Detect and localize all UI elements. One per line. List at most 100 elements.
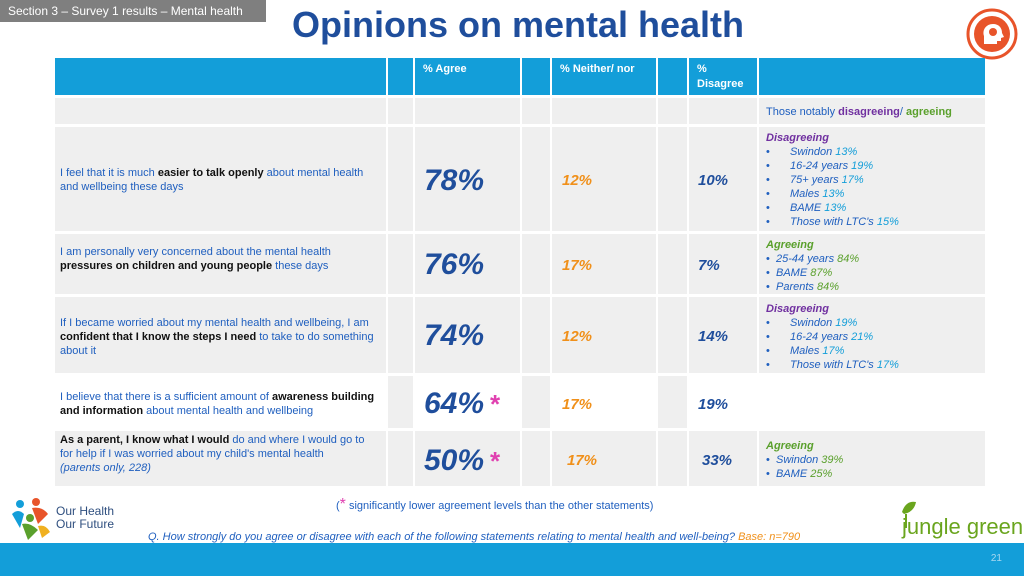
row-5-notes-heading: Agreeing: [766, 440, 814, 452]
section-label: Section 3 – Survey 1 results – Mental he…: [0, 0, 266, 22]
jungle-green-logo-leaf-icon: [902, 501, 916, 528]
row-3-neither-value: 12%: [562, 328, 593, 345]
list-item: BAME 87%: [766, 266, 859, 280]
note-value: 21%: [851, 331, 874, 343]
header-cell-notes: [759, 58, 985, 95]
row-2-statement-part: these days: [272, 260, 329, 272]
header-cell-statement: [55, 58, 386, 95]
column-agree: % Agree: [423, 63, 467, 75]
row-5-statement: As a parent, I know what I would do and …: [60, 433, 380, 475]
row-5-neither-cell: [552, 431, 656, 486]
subheader-cell: [552, 98, 656, 124]
header-cell-gap1: [388, 58, 413, 95]
row-5-statement-bold: As a parent, I know what I would: [60, 434, 230, 446]
footnote-star: *: [339, 496, 346, 513]
row-2-gap: [388, 234, 413, 294]
note-value: 39%: [821, 454, 844, 466]
notably-slash: /: [899, 106, 907, 118]
note-value: 19%: [851, 160, 874, 172]
list-item: 16-24 years 21%: [766, 330, 899, 344]
row-2-disagree-value: 7%: [698, 257, 720, 274]
question-body: Q. How strongly do you agree or disagree…: [148, 531, 739, 543]
list-item: Swindon 13%: [766, 145, 899, 159]
subheader-cell: [388, 98, 413, 124]
row-4-disagree-value: 19%: [698, 396, 729, 413]
note-value: 15%: [876, 216, 899, 228]
header-cell-gap2: [522, 58, 550, 95]
row-1-gap: [522, 127, 550, 231]
row-4-agree-cell: [415, 376, 520, 428]
row-2-statement-bold: pressures on children and young people: [60, 260, 273, 272]
question-text: Q. How strongly do you agree or disagree…: [148, 531, 800, 543]
list-item: 75+ years 17%: [766, 173, 899, 187]
note-label: BAME: [776, 267, 811, 279]
row-4-neither-value: 17%: [562, 396, 593, 413]
row-1-gap: [388, 127, 413, 231]
row-2-neither-value: 17%: [562, 257, 593, 274]
our-health-our-future-logo: [12, 498, 50, 540]
note-label: Swindon: [776, 454, 822, 466]
footnote: (* significantly lower agreement levels …: [336, 496, 653, 514]
list-item: Those with LTC's 17%: [766, 358, 899, 372]
note-value: 17%: [822, 345, 845, 357]
row-1-statement-bold: easier to talk openly: [157, 167, 264, 179]
header-cell-disagree: [689, 58, 757, 95]
column-disagree-line2: Disagree: [697, 78, 744, 90]
list-item: 16-24 years 19%: [766, 159, 899, 173]
subheader-cell: [689, 98, 757, 124]
note-label: 16-24 years: [790, 160, 852, 172]
note-label: 75+ years: [790, 174, 842, 186]
note-label: Swindon: [790, 146, 836, 158]
list-item: Swindon 39%: [766, 453, 843, 467]
row-4-gap: [388, 376, 413, 428]
list-item: BAME 25%: [766, 467, 843, 481]
page-title: Opinions on mental health: [292, 4, 745, 45]
note-value: 25%: [810, 468, 833, 480]
list-item: BAME 13%: [766, 201, 899, 215]
header-cell-agree: [415, 58, 520, 95]
row-3-statement-part: to take to do something about it: [60, 331, 374, 357]
row-5-statement-part: do and where I would go to for help if I…: [60, 434, 365, 460]
row-1-disagree-cell: [689, 127, 757, 231]
row-1-neither-cell: [552, 127, 656, 231]
subheader-cell: [522, 98, 550, 124]
row-3-disagree-cell: [689, 297, 757, 373]
row-4-statement: I believe that there is a sufficient amo…: [60, 390, 380, 418]
note-label: Those with LTC's: [790, 359, 877, 371]
head-brain-icon: [966, 8, 1018, 60]
note-value: 13%: [824, 202, 847, 214]
logo-left-line2: Our Future: [56, 517, 115, 531]
row-2-disagree-cell: [689, 234, 757, 294]
note-value: 17%: [876, 359, 899, 371]
footnote-text: significantly lower agreement levels tha…: [345, 500, 654, 512]
notably-disagreeing: disagreeing: [838, 106, 900, 118]
row-4-statement-bold: awareness building and information: [60, 391, 375, 417]
row-2-notes-heading: Agreeing: [766, 239, 814, 251]
row-1-neither-value: 12%: [562, 172, 593, 189]
row-3-disagree-value: 14%: [698, 328, 729, 345]
note-label: Males: [790, 188, 823, 200]
row-5-neither-value: 17%: [567, 452, 598, 469]
row-1-notes-heading: Disagreeing: [766, 132, 829, 144]
note-label: BAME: [776, 468, 811, 480]
subheader-cell: [415, 98, 520, 124]
subheader-cell: [759, 98, 985, 124]
row-3-agree-cell: [415, 297, 520, 373]
row-2-statement-cell: [55, 234, 386, 294]
row-3-statement-bold: confident that I know the steps I need: [60, 331, 257, 343]
note-label: BAME: [790, 202, 825, 214]
note-value: 84%: [816, 281, 839, 293]
row-1-statement-cell: [55, 127, 386, 231]
row-4-statement-part: I believe that there is a sufficient amo…: [60, 391, 272, 403]
list-item: Males 17%: [766, 344, 899, 358]
list-item: Parents 84%: [766, 280, 859, 294]
row-2-agree-cell: [415, 234, 520, 294]
list-item: Males 13%: [766, 187, 899, 201]
row-2-gap: [658, 234, 687, 294]
row-4-notes-cell: [759, 376, 985, 428]
bottom-bar: [0, 543, 1024, 576]
note-value: 17%: [841, 174, 864, 186]
note-value: 19%: [835, 317, 858, 329]
note-label: 25-44 years: [776, 253, 838, 265]
note-value: 13%: [822, 188, 845, 200]
